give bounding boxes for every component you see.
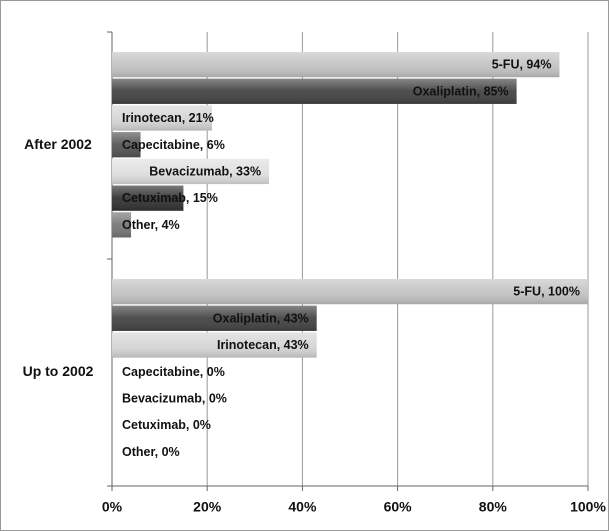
value-label: Oxaliplatin, 43% [213, 311, 309, 325]
value-label: 5-FU, 100% [513, 285, 580, 299]
value-label: Irinotecan, 43% [217, 338, 309, 352]
bar-shade [112, 52, 560, 78]
value-label: Cetuximab, 15% [122, 191, 218, 205]
value-label: Irinotecan, 21% [122, 111, 214, 125]
value-label: Capecitabine, 6% [122, 138, 225, 152]
value-label: Cetuximab, 0% [122, 418, 211, 432]
value-label: Capecitabine, 0% [122, 365, 225, 379]
x-tick-label: 20% [193, 499, 222, 515]
value-label: 5-FU, 94% [492, 58, 552, 72]
bar-shade [112, 158, 270, 185]
bar-shade [112, 105, 212, 131]
bar-shade [112, 305, 317, 331]
x-tick-label: 80% [479, 499, 508, 515]
value-label: Other, 4% [122, 218, 180, 232]
bar-shade [112, 212, 132, 238]
value-label: Bevacizumab, 33% [149, 165, 261, 179]
value-label: Oxaliplatin, 85% [413, 84, 509, 98]
category-label: After 2002 [24, 136, 92, 152]
x-tick-label: 100% [570, 499, 606, 515]
value-label: Other, 0% [122, 445, 180, 459]
value-label: Bevacizumab, 0% [122, 392, 227, 406]
x-tick-label: 60% [384, 499, 413, 515]
bar-shade [112, 78, 517, 104]
bar-shade [112, 185, 184, 211]
x-tick-label: 0% [102, 499, 123, 515]
bar-shade [112, 332, 317, 358]
bar-shade [112, 279, 588, 305]
category-label: Up to 2002 [23, 363, 94, 379]
x-tick-label: 40% [288, 499, 317, 515]
bar-shade [112, 132, 141, 158]
